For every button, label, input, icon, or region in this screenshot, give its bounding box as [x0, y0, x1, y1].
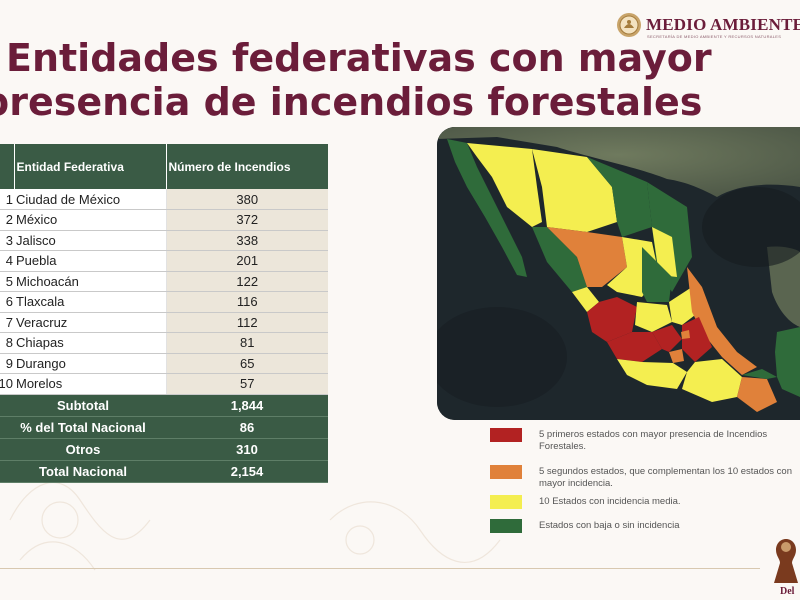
summary-label: Subtotal — [0, 394, 166, 417]
table-row: 5 Michoacán 122 — [0, 271, 328, 292]
map-state-oaxaca — [682, 359, 742, 402]
row-rank: 1 — [0, 189, 14, 210]
legend-text: Estados con baja o sin incidencia — [539, 520, 680, 531]
summary-row-others: Otros 310 — [0, 438, 328, 461]
map-state-coahuila — [587, 157, 652, 237]
summary-value: 86 — [166, 416, 328, 439]
map-state-guerrero — [617, 359, 687, 389]
table-header-row: Entidad Federativa Número de Incendios — [0, 144, 328, 189]
row-rank: 2 — [0, 209, 14, 231]
row-count: 122 — [166, 271, 328, 292]
row-entity: Ciudad de México — [14, 189, 167, 210]
map-state-jalisco — [587, 297, 637, 342]
row-count: 81 — [166, 332, 328, 354]
slide-title: Entidades federativas con mayor presenci… — [0, 36, 800, 124]
table-row: 4 Puebla 201 — [0, 250, 328, 272]
map-state-sinaloa — [532, 227, 587, 292]
legend-text: 5 segundos estados, que complementan los… — [539, 466, 792, 489]
row-count: 201 — [166, 250, 328, 272]
row-entity: Morelos — [14, 373, 167, 395]
map-state-tabasco — [742, 369, 777, 379]
map-state-durango — [547, 227, 627, 287]
row-count: 112 — [166, 312, 328, 333]
row-rank: 6 — [0, 291, 14, 313]
summary-label: Otros — [0, 438, 166, 461]
map-state-sonora — [467, 143, 542, 227]
row-rank: 10 — [0, 373, 14, 395]
summary-row-total: Total Nacional 2,154 — [0, 460, 328, 483]
brand-name: MEDIO AMBIENTE — [646, 15, 800, 34]
row-entity: México — [14, 209, 167, 231]
map-state-guanajuato — [635, 302, 672, 332]
map-state-morelos — [669, 349, 684, 363]
row-entity: Chiapas — [14, 332, 167, 354]
row-count: 65 — [166, 353, 328, 374]
summary-value: 1,844 — [166, 394, 328, 417]
table-row: 7 Veracruz 112 — [0, 312, 328, 333]
map-state-michoacan — [607, 332, 662, 362]
title-line-1: Entidades federativas con mayor — [6, 36, 712, 80]
row-rank: 3 — [0, 230, 14, 251]
row-rank: 5 — [0, 271, 14, 292]
row-entity: Puebla — [14, 250, 167, 272]
header-entity: Entidad Federativa — [14, 144, 167, 189]
table-row: 6 Tlaxcala 116 — [0, 291, 328, 313]
summary-row-subtotal: Subtotal 1,844 — [0, 394, 328, 417]
summary-label: % del Total Nacional — [0, 416, 166, 439]
summary-value: 310 — [166, 438, 328, 461]
title-line-2: presencia de incendios forestales — [0, 80, 703, 124]
map-state-slp — [642, 247, 672, 302]
row-count: 338 — [166, 230, 328, 251]
table-row: 2 México 372 — [0, 209, 328, 231]
row-count: 116 — [166, 291, 328, 313]
row-rank: 8 — [0, 332, 14, 354]
map-state-nayarit — [572, 287, 599, 312]
summary-row-percent: % del Total Nacional 86 — [0, 416, 328, 439]
row-count: 372 — [166, 209, 328, 231]
legend-swatch — [490, 495, 522, 509]
summary-label: Total Nacional — [0, 460, 166, 483]
map-state-tlaxcala — [681, 330, 690, 339]
emblem-figure-icon — [774, 539, 798, 583]
brand-logo: MEDIO AMBIENTE SECRETARÍA DE MEDIO AMBIE… — [616, 12, 800, 42]
table-row: 3 Jalisco 338 — [0, 230, 328, 251]
legend-text: 10 Estados con incidencia media. — [539, 496, 681, 507]
map-state-campeche — [775, 327, 800, 397]
row-entity: Veracruz — [14, 312, 167, 333]
row-entity: Michoacán — [14, 271, 167, 292]
legend-swatch — [490, 519, 522, 533]
table-row: 9 Durango 65 — [0, 353, 328, 374]
row-entity: Jalisco — [14, 230, 167, 251]
row-entity: Durango — [14, 353, 167, 374]
header-count: Número de Incendios — [166, 144, 328, 189]
summary-value: 2,154 — [166, 460, 328, 483]
mexico-fire-map — [437, 127, 800, 420]
map-state-chihuahua — [532, 149, 617, 232]
row-count: 380 — [166, 189, 328, 210]
row-rank: 7 — [0, 312, 14, 333]
fires-table: Entidad Federativa Número de Incendios 1… — [0, 144, 328, 483]
row-entity: Tlaxcala — [14, 291, 167, 313]
header-rank — [0, 144, 15, 189]
legend-text: 5 primeros estados con mayor presencia d… — [539, 429, 768, 452]
map-state-edomex — [652, 325, 682, 352]
row-rank: 9 — [0, 353, 14, 374]
table-row: 8 Chiapas 81 — [0, 332, 328, 354]
row-count: 57 — [166, 373, 328, 395]
table-row: 1 Ciudad de México 380 — [0, 189, 328, 210]
map-graphic — [437, 127, 800, 420]
map-state-baja — [447, 139, 527, 277]
map-state-veracruz — [687, 267, 757, 375]
map-state-puebla — [682, 317, 712, 362]
row-rank: 4 — [0, 250, 14, 272]
footer-divider — [0, 568, 760, 569]
legend-swatch — [490, 428, 522, 442]
brand-subtitle: SECRETARÍA DE MEDIO AMBIENTE Y RECURSOS … — [647, 34, 782, 39]
table-row: 10 Morelos 57 — [0, 373, 328, 395]
footer-corner-text: Del — [780, 586, 795, 597]
legend-swatch — [490, 465, 522, 479]
government-seal-icon — [617, 13, 641, 37]
map-state-chiapas — [737, 377, 777, 412]
